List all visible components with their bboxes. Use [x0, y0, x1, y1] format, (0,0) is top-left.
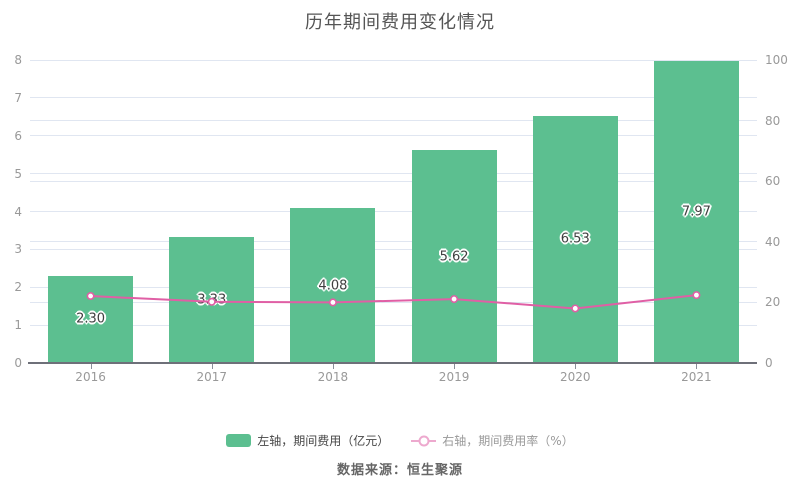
- gridline-right-80: [30, 120, 757, 122]
- x-axis-tick-2019: [454, 364, 456, 369]
- x-axis-label-2020: 2020: [559, 370, 591, 384]
- left-axis-label-2: 2: [14, 280, 22, 295]
- bar-value-label-2019: 5.62: [439, 249, 469, 265]
- chart-title: 历年期间费用变化情况: [305, 12, 495, 33]
- left-axis-label-6: 6: [14, 128, 22, 143]
- gridline-right-100: [30, 59, 757, 61]
- gridline-left-2: [30, 286, 757, 288]
- bar-2018[interactable]: [290, 208, 376, 363]
- line-marker-icon: [411, 434, 437, 447]
- bar-value-label-2016: 2.30: [76, 311, 106, 327]
- x-axis-label-2016: 2016: [75, 370, 106, 384]
- gridline-left-4: [30, 211, 757, 212]
- x-axis-tick-2016: [90, 364, 92, 369]
- bar-value-label-2021: 7.97: [681, 204, 711, 220]
- bar-swatch-icon: [226, 434, 252, 447]
- x-axis-label-2017: 2017: [196, 370, 228, 384]
- bar-2016[interactable]: [48, 275, 134, 363]
- right-axis-label-100: 100: [765, 53, 788, 67]
- left-axis-label-1: 1: [14, 318, 22, 333]
- right-axis-label-60: 60: [765, 174, 781, 189]
- line-swatch-circle: [418, 435, 430, 446]
- legend-label-bar: 左轴，期间费用（亿元）: [257, 434, 390, 448]
- gridline-left-7: [30, 97, 757, 99]
- gridline-right-40: [30, 241, 757, 243]
- left-axis-label-4: 4: [14, 204, 22, 219]
- bar-value-label-2020: 6.53: [560, 231, 590, 247]
- left-axis-label-7: 7: [14, 90, 22, 105]
- legend: 左轴，期间费用（亿元） 右轴，期间费用率（%）: [0, 432, 800, 449]
- gridline-left-3: [30, 248, 757, 250]
- bar-value-label-2017: 3.33: [197, 292, 227, 308]
- x-axis-tick-2020: [575, 364, 577, 369]
- x-axis-tick-2018: [332, 364, 334, 369]
- left-axis-label-5: 5: [14, 166, 22, 181]
- left-axis-label-3: 3: [14, 242, 22, 257]
- x-axis-tick-2021: [696, 364, 698, 369]
- x-axis-label-2019: 2019: [438, 370, 470, 384]
- data-source-note: 数据来源：恒生聚源: [336, 463, 463, 478]
- legend-item-line-series[interactable]: 右轴，期间费用率（%）: [411, 432, 574, 449]
- x-axis-line: [28, 362, 757, 364]
- right-axis-label-40: 40: [765, 234, 781, 249]
- bar-value-label-2018: 4.08: [318, 278, 348, 294]
- bar-2020[interactable]: [532, 115, 618, 363]
- gridline-right-60: [30, 180, 757, 182]
- gridline-left-6: [30, 135, 757, 137]
- x-axis-tick-2017: [211, 364, 213, 369]
- legend-label-line: 右轴，期间费用率（%）: [442, 434, 574, 448]
- bar-2019[interactable]: [411, 150, 497, 363]
- bar-2021[interactable]: [653, 61, 739, 363]
- right-axis-label-80: 80: [765, 113, 781, 128]
- gridline-left-1: [30, 324, 757, 326]
- x-axis-label-2018: 2018: [317, 370, 349, 384]
- gridline-left-5: [30, 173, 757, 175]
- gridline-right-20: [30, 301, 757, 303]
- legend-item-bar-series[interactable]: 左轴，期间费用（亿元）: [226, 432, 389, 449]
- left-axis-label-8: 8: [14, 53, 22, 67]
- left-axis-label-0: 0: [14, 356, 22, 370]
- right-axis-label-0: 0: [765, 356, 773, 370]
- right-axis-label-20: 20: [765, 295, 781, 310]
- x-axis-label-2021: 2021: [681, 370, 712, 384]
